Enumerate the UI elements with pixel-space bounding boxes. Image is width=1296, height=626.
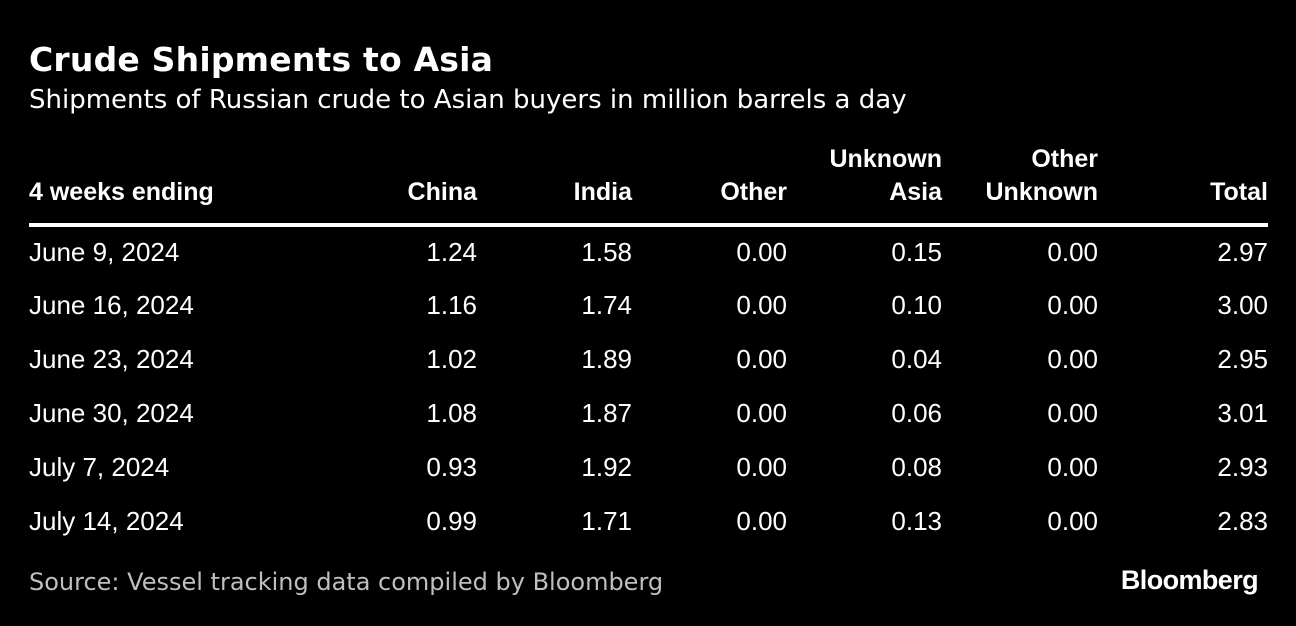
cell-china: 0.93 xyxy=(426,451,477,482)
cell-unknown-asia: 0.15 xyxy=(891,237,942,267)
cell-other: 0.00 xyxy=(736,397,787,428)
table-row: June 23, 2024 1.02 1.89 0.00 0.04 0.00 2… xyxy=(29,332,1268,386)
cell-week: June 16, 2024 xyxy=(29,289,194,320)
cell-china: 1.02 xyxy=(426,343,477,374)
cell-other-unknown: 0.00 xyxy=(1047,397,1098,428)
column-header-india-line-1: India xyxy=(573,178,632,206)
bloomberg-logo: Bloomberg xyxy=(1120,565,1259,595)
cell-other-unknown: 0.00 xyxy=(1047,237,1098,267)
column-header-china: China xyxy=(321,143,477,227)
cell-india: 1.74 xyxy=(581,289,632,320)
column-header-india: India xyxy=(477,143,632,227)
cell-india: 1.58 xyxy=(581,237,632,267)
source-note: Source: Vessel tracking data compiled by… xyxy=(29,568,664,596)
cell-week: June 23, 2024 xyxy=(29,343,194,374)
cell-other: 0.00 xyxy=(736,451,787,482)
column-header-unknown-asia-line-2: Asia xyxy=(889,178,942,206)
column-header-total-line-1: Total xyxy=(1210,178,1268,206)
cell-unknown-asia: 0.10 xyxy=(891,289,942,320)
cell-week: July 7, 2024 xyxy=(29,451,170,482)
cell-unknown-asia: 0.08 xyxy=(891,451,942,482)
chart-title: Crude Shipments to Asia xyxy=(29,40,494,79)
column-header-other-unknown: Other Unknown xyxy=(942,143,1099,227)
cell-india: 1.89 xyxy=(581,343,632,374)
cell-china: 0.99 xyxy=(426,505,477,536)
column-header-unknown-asia: Unknown Asia xyxy=(787,143,943,227)
table-row: July 14, 2024 0.99 1.71 0.00 0.13 0.00 2… xyxy=(29,494,1268,548)
table-row: June 30, 2024 1.08 1.87 0.00 0.06 0.00 3… xyxy=(29,386,1268,440)
cell-india: 1.71 xyxy=(581,505,632,536)
column-header-china-line-1: China xyxy=(407,178,477,206)
cell-china: 1.24 xyxy=(426,237,477,267)
cell-unknown-asia: 0.06 xyxy=(891,397,942,428)
cell-india: 1.92 xyxy=(581,451,632,482)
data-table: 4 weeks ending China India Other Unknown… xyxy=(29,143,1268,548)
column-header-week: 4 weeks ending xyxy=(29,143,321,227)
cell-china: 1.08 xyxy=(426,397,477,428)
cell-unknown-asia: 0.13 xyxy=(891,505,942,536)
cell-other: 0.00 xyxy=(736,343,787,374)
cell-week: July 14, 2024 xyxy=(29,505,184,536)
cell-total: 2.97 xyxy=(1217,237,1268,267)
cell-total: 2.95 xyxy=(1217,343,1268,374)
cell-other-unknown: 0.00 xyxy=(1047,451,1098,482)
cell-total: 3.00 xyxy=(1217,289,1268,320)
table-row: June 16, 2024 1.16 1.74 0.00 0.10 0.00 3… xyxy=(29,278,1268,332)
cell-other: 0.00 xyxy=(736,237,787,267)
chart-subtitle: Shipments of Russian crude to Asian buye… xyxy=(29,85,907,115)
cell-china: 1.16 xyxy=(426,289,477,320)
column-header-other-unknown-line-1: Other xyxy=(1031,145,1098,173)
table-row: June 9, 2024 1.24 1.58 0.00 0.15 0.00 2.… xyxy=(29,225,1268,278)
column-header-other-line-1: Other xyxy=(720,178,787,206)
column-header-week-line-1: 4 weeks ending xyxy=(29,178,214,206)
cell-other: 0.00 xyxy=(736,289,787,320)
table-row: July 7, 2024 0.93 1.92 0.00 0.08 0.00 2.… xyxy=(29,440,1268,494)
cell-other-unknown: 0.00 xyxy=(1047,505,1098,536)
cell-week: June 30, 2024 xyxy=(29,397,194,428)
cell-india: 1.87 xyxy=(581,397,632,428)
cell-total: 2.83 xyxy=(1217,505,1268,536)
cell-week: June 9, 2024 xyxy=(29,237,180,267)
column-header-unknown-asia-line-1: Unknown xyxy=(829,145,943,173)
cell-other-unknown: 0.00 xyxy=(1047,289,1098,320)
column-header-total: Total xyxy=(1098,143,1268,227)
column-header-other: Other xyxy=(632,143,787,227)
cell-total: 2.93 xyxy=(1217,451,1268,482)
header-row: 4 weeks ending China India Other Unknown… xyxy=(29,143,1268,227)
column-header-other-unknown-line-2: Unknown xyxy=(985,178,1099,206)
cell-unknown-asia: 0.04 xyxy=(891,343,942,374)
cell-other-unknown: 0.00 xyxy=(1047,343,1098,374)
cell-total: 3.01 xyxy=(1217,397,1268,428)
cell-other: 0.00 xyxy=(736,505,787,536)
